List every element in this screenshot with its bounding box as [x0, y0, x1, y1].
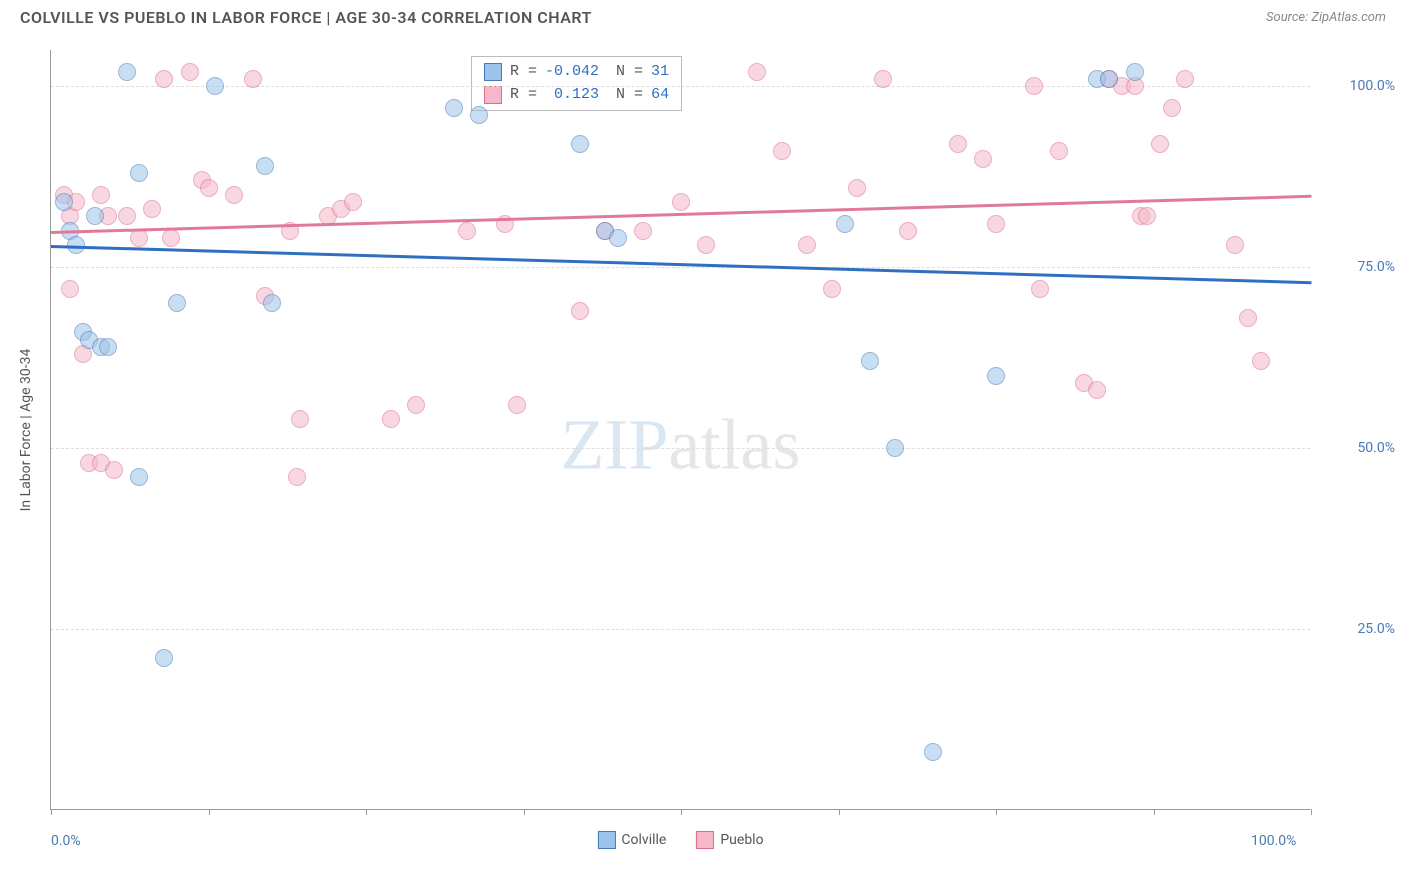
data-point: [168, 294, 186, 312]
data-point: [571, 302, 589, 320]
data-point: [162, 229, 180, 247]
data-point: [143, 200, 161, 218]
data-point: [291, 410, 309, 428]
data-point: [92, 186, 110, 204]
data-point: [1252, 352, 1270, 370]
data-point: [1050, 142, 1068, 160]
data-point: [86, 207, 104, 225]
x-tick: [996, 809, 997, 815]
data-point: [874, 70, 892, 88]
data-point: [836, 215, 854, 233]
data-point: [263, 294, 281, 312]
y-tick-label: 25.0%: [1320, 621, 1395, 637]
data-point: [798, 236, 816, 254]
x-tick: [1154, 809, 1155, 815]
legend-swatch-pueblo-icon: [696, 831, 714, 849]
gridline: [51, 448, 1310, 449]
data-point: [571, 135, 589, 153]
data-point: [697, 236, 715, 254]
data-point: [1100, 70, 1118, 88]
x-tick: [366, 809, 367, 815]
data-point: [382, 410, 400, 428]
source-attribution: Source: ZipAtlas.com: [1266, 10, 1386, 25]
scatter-chart: In Labor Force | Age 30-34 ZIPatlas R = …: [50, 50, 1310, 810]
data-point: [1088, 381, 1106, 399]
data-point: [130, 468, 148, 486]
x-tick: [524, 809, 525, 815]
data-point: [974, 150, 992, 168]
data-point: [1126, 63, 1144, 81]
data-point: [130, 164, 148, 182]
y-axis-title: In Labor Force | Age 30-34: [18, 348, 34, 511]
data-point: [458, 222, 476, 240]
data-point: [200, 179, 218, 197]
gridline: [51, 267, 1310, 268]
data-point: [225, 186, 243, 204]
data-point: [130, 229, 148, 247]
data-point: [118, 207, 136, 225]
data-point: [155, 70, 173, 88]
legend-item-pueblo: Pueblo: [696, 831, 763, 849]
data-point: [155, 649, 173, 667]
data-point: [118, 63, 136, 81]
data-point: [1151, 135, 1169, 153]
data-point: [105, 461, 123, 479]
data-point: [1226, 236, 1244, 254]
data-point: [634, 222, 652, 240]
data-point: [1163, 99, 1181, 117]
stats-row-colville: R = -0.042 N = 31: [484, 61, 669, 84]
data-point: [949, 135, 967, 153]
data-point: [470, 106, 488, 124]
data-point: [861, 352, 879, 370]
swatch-pueblo-icon: [484, 86, 502, 104]
data-point: [773, 142, 791, 160]
x-tick: [839, 809, 840, 815]
data-point: [1025, 77, 1043, 95]
data-point: [508, 396, 526, 414]
watermark: ZIPatlas: [561, 403, 801, 486]
data-point: [344, 193, 362, 211]
y-tick-label: 100.0%: [1320, 78, 1395, 94]
data-point: [924, 743, 942, 761]
data-point: [987, 367, 1005, 385]
trend-line: [51, 245, 1311, 284]
swatch-colville-icon: [484, 63, 502, 81]
data-point: [1031, 280, 1049, 298]
data-point: [206, 77, 224, 95]
data-point: [288, 468, 306, 486]
y-tick-label: 50.0%: [1320, 440, 1395, 456]
x-tick: [209, 809, 210, 815]
data-point: [899, 222, 917, 240]
data-point: [987, 215, 1005, 233]
data-point: [181, 63, 199, 81]
chart-title: COLVILLE VS PUEBLO IN LABOR FORCE | AGE …: [20, 8, 592, 27]
data-point: [609, 229, 627, 247]
x-tick: [51, 809, 52, 815]
data-point: [848, 179, 866, 197]
data-point: [61, 280, 79, 298]
data-point: [1138, 207, 1156, 225]
data-point: [244, 70, 262, 88]
data-point: [823, 280, 841, 298]
data-point: [1176, 70, 1194, 88]
data-point: [256, 157, 274, 175]
x-tick-label: 0.0%: [51, 833, 81, 849]
data-point: [407, 396, 425, 414]
data-point: [99, 338, 117, 356]
data-point: [55, 193, 73, 211]
bottom-legend: Colville Pueblo: [597, 831, 763, 849]
x-tick: [1311, 809, 1312, 815]
legend-swatch-colville-icon: [597, 831, 615, 849]
y-tick-label: 75.0%: [1320, 259, 1395, 275]
x-tick-label: 100.0%: [1251, 833, 1296, 849]
data-point: [672, 193, 690, 211]
data-point: [445, 99, 463, 117]
x-tick: [681, 809, 682, 815]
data-point: [886, 439, 904, 457]
gridline: [51, 629, 1310, 630]
legend-item-colville: Colville: [597, 831, 666, 849]
stats-legend-box: R = -0.042 N = 31 R = 0.123 N = 64: [471, 56, 682, 111]
data-point: [748, 63, 766, 81]
data-point: [1239, 309, 1257, 327]
